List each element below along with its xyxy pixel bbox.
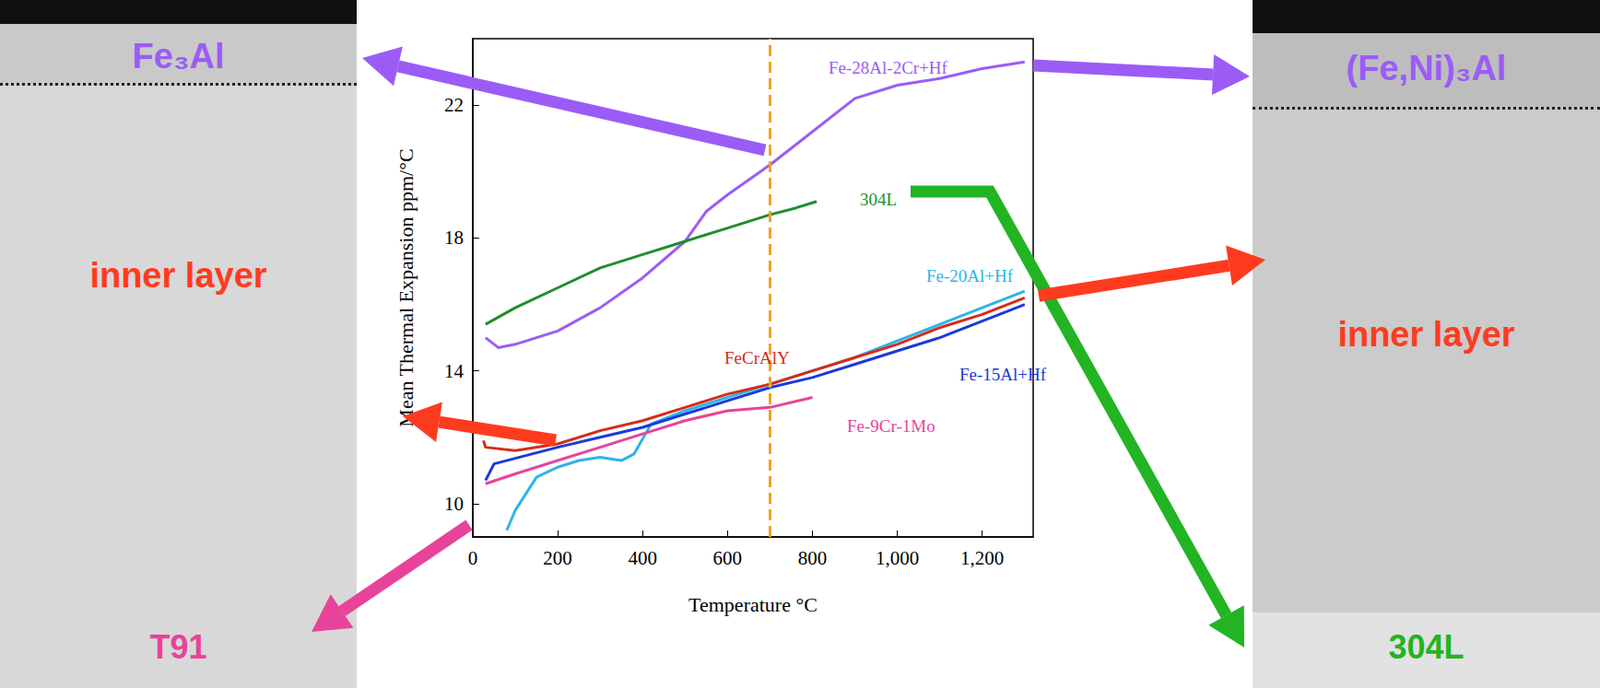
html-text:304L: 304L bbox=[1388, 628, 1465, 667]
svg-text:Fe-15Al+Hf: Fe-15Al+Hf bbox=[959, 364, 1048, 385]
svg-text:14: 14 bbox=[444, 360, 465, 383]
svg-text:FeCrAlY: FeCrAlY bbox=[724, 348, 790, 368]
svg-text:0: 0 bbox=[468, 547, 479, 570]
svg-text:800: 800 bbox=[798, 547, 828, 570]
svg-text:400: 400 bbox=[627, 547, 658, 570]
svg-text:Fe-9Cr-1Mo: Fe-9Cr-1Mo bbox=[847, 416, 936, 436]
html-text:Fe₃Al: Fe₃Al bbox=[132, 36, 225, 76]
html-text:(Fe,Ni)₃Al: (Fe,Ni)₃Al bbox=[1346, 48, 1507, 88]
svg-text:22: 22 bbox=[444, 94, 464, 117]
svg-text:600: 600 bbox=[713, 547, 743, 570]
svg-text:Temperature °C: Temperature °C bbox=[688, 593, 818, 617]
svg-text:Fe-20Al+Hf: Fe-20Al+Hf bbox=[926, 266, 1014, 286]
html-text:inner layer: inner layer bbox=[1337, 314, 1515, 354]
svg-text:200: 200 bbox=[542, 547, 573, 570]
svg-text:1,200: 1,200 bbox=[960, 547, 1004, 570]
html-text:T91: T91 bbox=[149, 628, 207, 667]
svg-text:1,000: 1,000 bbox=[875, 547, 919, 570]
svg-text:10: 10 bbox=[444, 493, 464, 516]
html-text:inner layer: inner layer bbox=[89, 255, 267, 295]
svg-text:Fe-28Al-2Cr+Hf: Fe-28Al-2Cr+Hf bbox=[828, 58, 949, 78]
svg-text:304L: 304L bbox=[859, 189, 897, 210]
svg-text:18: 18 bbox=[444, 226, 464, 249]
svg-text:Mean Thermal Expansion ppm/°C: Mean Thermal Expansion ppm/°C bbox=[394, 148, 418, 427]
